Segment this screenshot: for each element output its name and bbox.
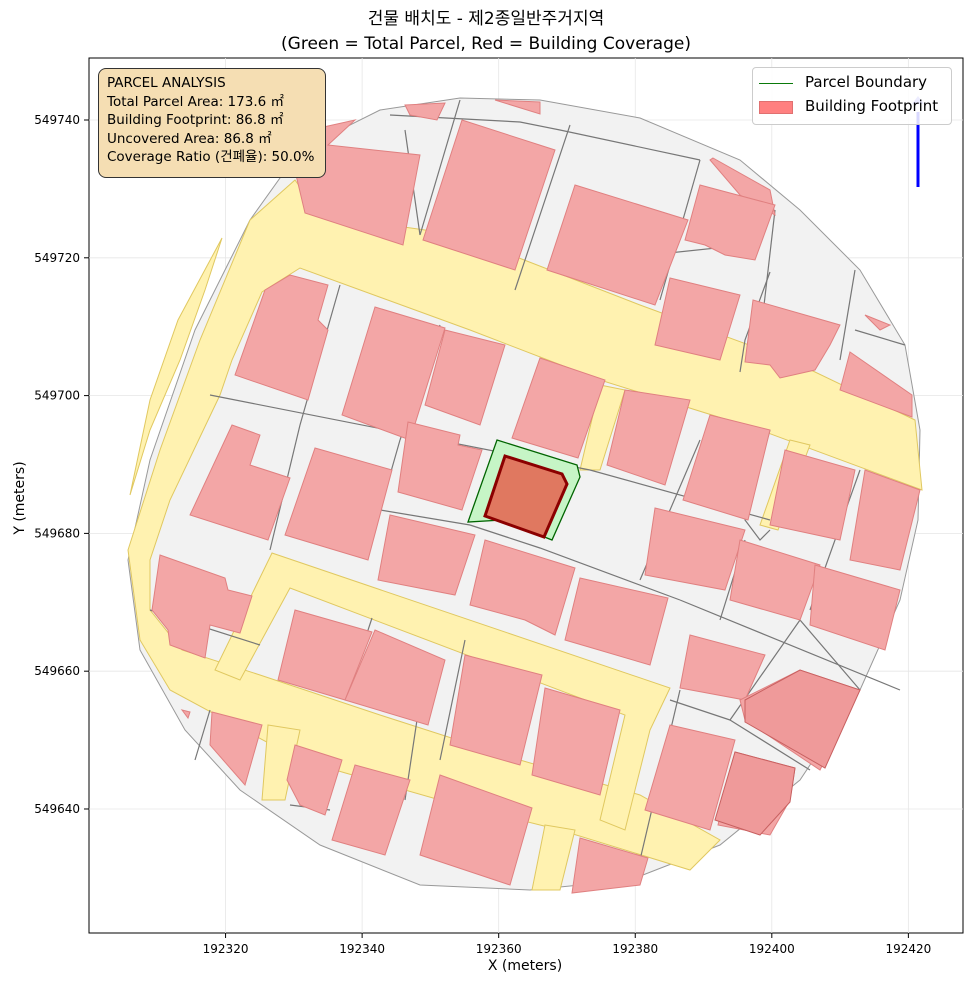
- axis-tick-labels: 192320 192340 192360 192380 192400 192420 5496…: [34, 113, 931, 956]
- y-tick-label: 549660: [34, 664, 80, 678]
- road-side-strip: [129, 237, 223, 496]
- legend-line-swatch: [759, 83, 793, 84]
- chart-title: 건물 배치도 - 제2종일반주거지역: [367, 9, 605, 29]
- y-tick-label: 549740: [34, 113, 80, 127]
- building: [424, 329, 506, 426]
- road-connector: [579, 384, 626, 471]
- info-uncovered: Uncovered Area: 86.8 ㎡: [107, 130, 272, 147]
- building: [189, 424, 291, 541]
- map-area: [127, 97, 923, 894]
- roads: [127, 179, 923, 891]
- building: [849, 469, 921, 571]
- info-coverage-ratio: Coverage Ratio (건폐율): 50.0%: [107, 149, 315, 165]
- y-tick-label: 549640: [34, 802, 80, 816]
- building: [449, 654, 543, 766]
- building: [209, 711, 263, 787]
- y-tick-label: 549700: [34, 389, 80, 403]
- building: [377, 514, 476, 596]
- building: [397, 421, 483, 511]
- building: [511, 357, 606, 459]
- edge-building: [714, 751, 796, 836]
- building: [422, 119, 556, 271]
- building: [284, 447, 393, 561]
- building: [419, 774, 533, 886]
- info-heading: PARCEL ANALYSIS: [107, 75, 226, 91]
- info-footprint: Building Footprint: 86.8 ㎡: [107, 112, 284, 128]
- building: [494, 99, 541, 115]
- building: [564, 577, 669, 666]
- edge-buildings: [714, 669, 861, 836]
- x-tick-label: 192340: [339, 942, 385, 956]
- building: [180, 709, 191, 720]
- x-tick-label: 192400: [749, 942, 795, 956]
- building: [606, 389, 691, 486]
- building: [809, 564, 901, 651]
- building: [331, 764, 411, 856]
- y-tick-label: 549720: [34, 251, 80, 265]
- building: [682, 414, 771, 521]
- building: [344, 629, 446, 726]
- x-tick-label: 192320: [203, 942, 249, 956]
- building: [684, 184, 776, 261]
- x-axis-label: X (meters): [487, 958, 563, 974]
- building: [234, 274, 329, 401]
- building: [571, 837, 649, 894]
- building: [469, 539, 576, 636]
- road-inner-loop: [214, 552, 671, 831]
- legend-item-footprint: Building Footprint: [753, 96, 951, 118]
- legend-label-footprint: Building Footprint: [805, 97, 939, 115]
- x-tick-label: 192420: [885, 942, 931, 956]
- y-tick-label: 549680: [34, 526, 80, 540]
- building: [729, 539, 821, 621]
- x-tick-label: 192380: [612, 942, 658, 956]
- info-total-area: Total Parcel Area: 173.6 ㎡: [107, 93, 284, 110]
- building-footprints: [151, 99, 921, 894]
- building: [864, 314, 892, 331]
- legend: Parcel Boundary Building Footprint: [752, 67, 952, 125]
- road-vertical-bottom: [531, 824, 576, 891]
- building: [151, 554, 253, 659]
- parcel-analysis-box: PARCEL ANALYSIS Total Parcel Area: 173.6…: [98, 68, 326, 178]
- building: [286, 744, 343, 816]
- building: [546, 184, 689, 306]
- building: [769, 449, 856, 541]
- building: [654, 277, 741, 361]
- building: [531, 687, 621, 796]
- x-tick-label: 192360: [476, 942, 522, 956]
- road-vertical-short: [261, 724, 301, 801]
- legend-patch-swatch: [759, 101, 793, 114]
- legend-label-boundary: Parcel Boundary: [805, 73, 928, 91]
- building: [744, 299, 841, 379]
- chart-subtitle: (Green = Total Parcel, Red = Building Co…: [281, 34, 691, 54]
- axis-ticks: [84, 119, 909, 938]
- legend-item-boundary: Parcel Boundary: [753, 72, 951, 94]
- building: [839, 351, 913, 418]
- road-diagonal-upper: [127, 179, 923, 871]
- target-building: [483, 454, 569, 539]
- building: [644, 724, 736, 831]
- y-axis-label: Y (meters): [12, 461, 28, 535]
- edge-building: [744, 669, 861, 769]
- building: [404, 102, 446, 121]
- building: [644, 507, 746, 591]
